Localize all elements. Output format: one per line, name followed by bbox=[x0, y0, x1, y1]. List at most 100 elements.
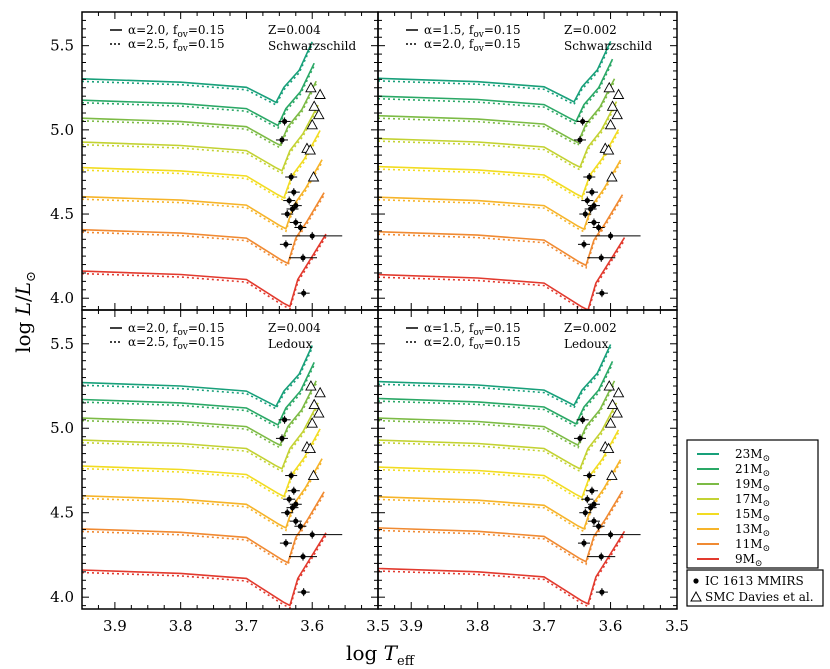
track-solid-11m bbox=[378, 490, 624, 563]
track-dotted-21m bbox=[82, 364, 315, 429]
smc-point bbox=[307, 171, 320, 182]
mass-legend-box bbox=[686, 439, 819, 569]
panel-bottom-right bbox=[378, 344, 641, 608]
mmirs-point bbox=[293, 219, 299, 226]
smc-point bbox=[304, 442, 317, 453]
track-dotted-11m bbox=[82, 194, 325, 268]
track-dotted-13m bbox=[378, 461, 622, 533]
x-tick-label: 3.6 bbox=[300, 617, 324, 635]
track-solid-13m bbox=[378, 459, 622, 531]
convection-label: Schwarzschild bbox=[268, 39, 356, 53]
mmirs-point bbox=[588, 505, 594, 511]
smc-point bbox=[306, 417, 318, 428]
mmirs-point bbox=[581, 540, 587, 546]
mmirs-point bbox=[588, 206, 594, 212]
smc-point bbox=[612, 386, 625, 398]
x-tick-label: 3.8 bbox=[169, 617, 193, 635]
smc-point bbox=[603, 81, 615, 93]
smc-legend-marker bbox=[690, 590, 702, 602]
track-dotted-21m bbox=[378, 363, 614, 428]
legend-dotted-label: α=2.5, fov=0.15 bbox=[128, 37, 225, 54]
mmirs-point bbox=[286, 496, 292, 502]
panel-annotation-top-right: α=1.5, fov=0.15α=2.0, fov=0.15 Z=0.002 Sch… bbox=[406, 23, 652, 54]
track-dotted-9m bbox=[82, 534, 327, 609]
track-dotted-11m bbox=[378, 196, 624, 270]
track-solid-19m bbox=[82, 380, 317, 447]
smc-point bbox=[306, 118, 318, 130]
mmirs-point bbox=[598, 554, 604, 560]
panel-bottom-left bbox=[82, 345, 343, 609]
track-dotted-17m bbox=[378, 405, 618, 473]
track-solid-21m bbox=[378, 58, 614, 123]
mass-legend-label: 15M⊙ bbox=[735, 507, 770, 524]
track-dotted-23m bbox=[378, 346, 612, 409]
track-solid-15m bbox=[378, 129, 620, 199]
legend-solid-label: α=2.0, fov=0.15 bbox=[128, 321, 225, 338]
smc-point bbox=[606, 171, 618, 182]
mmirs-point bbox=[291, 189, 297, 195]
track-dotted-17m bbox=[378, 103, 618, 171]
mmirs-point bbox=[577, 435, 583, 441]
frame-layer: 4.0 4.5 5.0 5.5 4.0 4.5 5.0 5.5 3.9 3.8 3.7 3.6 3.5 3… bbox=[50, 11, 689, 635]
track-solid-17m bbox=[378, 402, 618, 470]
convection-label: Schwarzschild bbox=[564, 39, 652, 53]
mmirs-point bbox=[582, 510, 588, 516]
smc-point bbox=[603, 380, 615, 391]
mass-legend-items: 23M⊙21M⊙19M⊙17M⊙15M⊙13M⊙11M⊙9M⊙ bbox=[697, 447, 770, 569]
mmirs-point bbox=[607, 233, 614, 239]
track-solid-23m bbox=[82, 345, 313, 408]
mmirs-point bbox=[584, 197, 590, 204]
x-tick-label: 3.5 bbox=[366, 617, 390, 635]
mmirs-point bbox=[300, 255, 306, 261]
mmirs-point bbox=[288, 174, 294, 180]
mmirs-point bbox=[284, 510, 290, 516]
panels-layer: α=2.0, fov=0.15α=2.5, fov=0.15Z=0.004Sch… bbox=[82, 23, 652, 609]
track-solid-19m bbox=[82, 80, 317, 147]
mmirs-point bbox=[301, 290, 307, 296]
y-tick-label: 4.0 bbox=[50, 588, 74, 606]
smc-point bbox=[313, 108, 325, 120]
mmirs-point bbox=[591, 518, 597, 524]
panel-frame bbox=[81, 11, 379, 311]
track-solid-15m bbox=[82, 130, 321, 200]
legend-dotted-label: α=2.0, fov=0.15 bbox=[424, 335, 521, 352]
smc-point bbox=[308, 398, 320, 410]
mmirs-point bbox=[580, 417, 586, 423]
track-solid-17m bbox=[82, 402, 319, 470]
y-tick-label: 4.5 bbox=[50, 504, 74, 522]
track-dotted-23m bbox=[82, 347, 313, 410]
mmirs-point bbox=[599, 589, 605, 595]
metallicity-label: Z=0.002 bbox=[564, 23, 617, 37]
smc-legend-label: SMC Davies et al. bbox=[705, 590, 814, 604]
y-tick-label: 5.0 bbox=[50, 419, 74, 437]
track-solid-15m bbox=[378, 429, 620, 499]
x-tick-label: 3.5 bbox=[665, 617, 689, 635]
track-dotted-11m bbox=[378, 492, 624, 566]
mmirs-point bbox=[581, 241, 587, 247]
mass-legend-label: 21M⊙ bbox=[735, 462, 770, 479]
track-dotted-15m bbox=[378, 131, 620, 201]
x-tick-label: 3.7 bbox=[532, 617, 556, 635]
track-dotted-13m bbox=[378, 162, 622, 233]
observation-legend: IC 1613 MMIRS SMC Davies et al. bbox=[686, 569, 824, 607]
mmirs-point bbox=[297, 224, 303, 231]
track-solid-9m bbox=[82, 532, 327, 607]
mmirs-point bbox=[580, 118, 586, 125]
smc-point bbox=[604, 118, 617, 130]
smc-point bbox=[305, 81, 317, 93]
mmirs-point bbox=[607, 532, 614, 538]
mmirs-point bbox=[586, 472, 592, 479]
y-tick-label: 5.5 bbox=[50, 37, 74, 55]
panel-top-left bbox=[82, 41, 343, 310]
x-axis-label: log Teff bbox=[346, 641, 416, 669]
smc-point bbox=[606, 398, 619, 410]
track-solid-13m bbox=[82, 159, 323, 230]
panel-annotation-bottom-left: α=2.0, fov=0.15α=2.5, fov=0.15 Z=0.004 Led… bbox=[110, 321, 321, 352]
x-tick-label: 3.6 bbox=[599, 617, 623, 635]
y-tick-label: 5.0 bbox=[50, 121, 74, 139]
mmirs-point bbox=[591, 501, 597, 507]
smc-point bbox=[604, 417, 617, 428]
legend-solid-label: α=1.5, fov=0.15 bbox=[424, 23, 521, 40]
convection-label: Ledoux bbox=[564, 337, 609, 351]
track-solid-15m bbox=[82, 428, 321, 498]
